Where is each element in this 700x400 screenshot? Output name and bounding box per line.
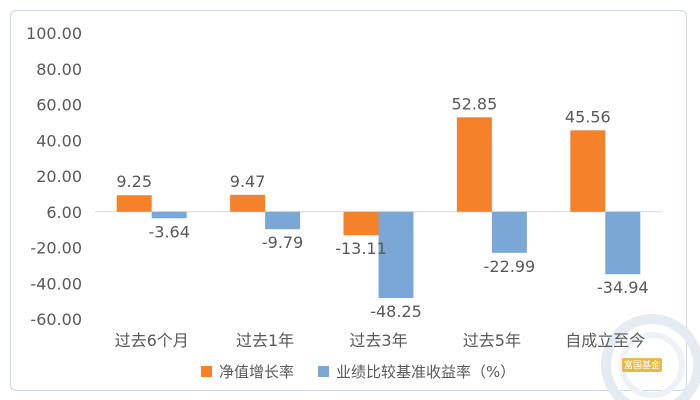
- logo-watermark: 富国基金: [601, 314, 700, 400]
- bar-benchmark-return: [605, 211, 641, 275]
- legend-swatch: [201, 366, 212, 377]
- bar-nav-growth: [570, 130, 606, 212]
- legend-label: 净值增长率: [219, 363, 294, 381]
- bar-nav-growth: [456, 117, 492, 212]
- y-tick-label: 40.00: [36, 131, 82, 150]
- data-label: -3.64: [148, 222, 189, 241]
- y-tick-label: -20.00: [30, 239, 82, 258]
- bar-nav-growth: [230, 194, 266, 212]
- x-category-label: 过去1年: [236, 331, 294, 350]
- x-category-label: 过去6个月: [115, 331, 189, 350]
- y-tick-label: -60.00: [30, 310, 82, 329]
- y-tick-label: 80.00: [36, 60, 82, 79]
- data-label: 9.25: [116, 172, 152, 191]
- x-category-label: 过去5年: [463, 331, 521, 350]
- x-category-label: 自成立至今: [565, 331, 645, 350]
- data-label: -48.25: [370, 302, 422, 321]
- y-tick-label: 6.00: [46, 203, 82, 222]
- data-label: -9.79: [262, 233, 303, 252]
- y-tick-label: -40.00: [30, 274, 82, 293]
- legend-label: 业绩比较基准收益率（%）: [336, 363, 515, 381]
- watermark-text: 富国基金: [624, 359, 660, 371]
- bar-benchmark-return: [491, 211, 527, 253]
- data-label: -22.99: [484, 257, 536, 276]
- data-label: 9.47: [230, 172, 266, 191]
- data-label: -34.94: [597, 278, 649, 297]
- bar-nav-growth: [343, 211, 379, 236]
- y-tick-label: 100.00: [26, 24, 82, 43]
- data-label: 45.56: [565, 107, 611, 126]
- bar-benchmark-return: [378, 211, 414, 298]
- bar-benchmark-return: [265, 211, 301, 230]
- y-tick-label: 60.00: [36, 96, 82, 115]
- bar-nav-growth: [116, 195, 152, 212]
- x-category-label: 过去3年: [349, 331, 407, 350]
- data-label: 52.85: [451, 94, 497, 113]
- bar-benchmark-return: [151, 211, 187, 219]
- watermark-badge: [622, 358, 662, 372]
- y-tick-label: 20.00: [36, 167, 82, 186]
- legend-swatch: [318, 366, 329, 377]
- data-label: -13.11: [335, 239, 387, 258]
